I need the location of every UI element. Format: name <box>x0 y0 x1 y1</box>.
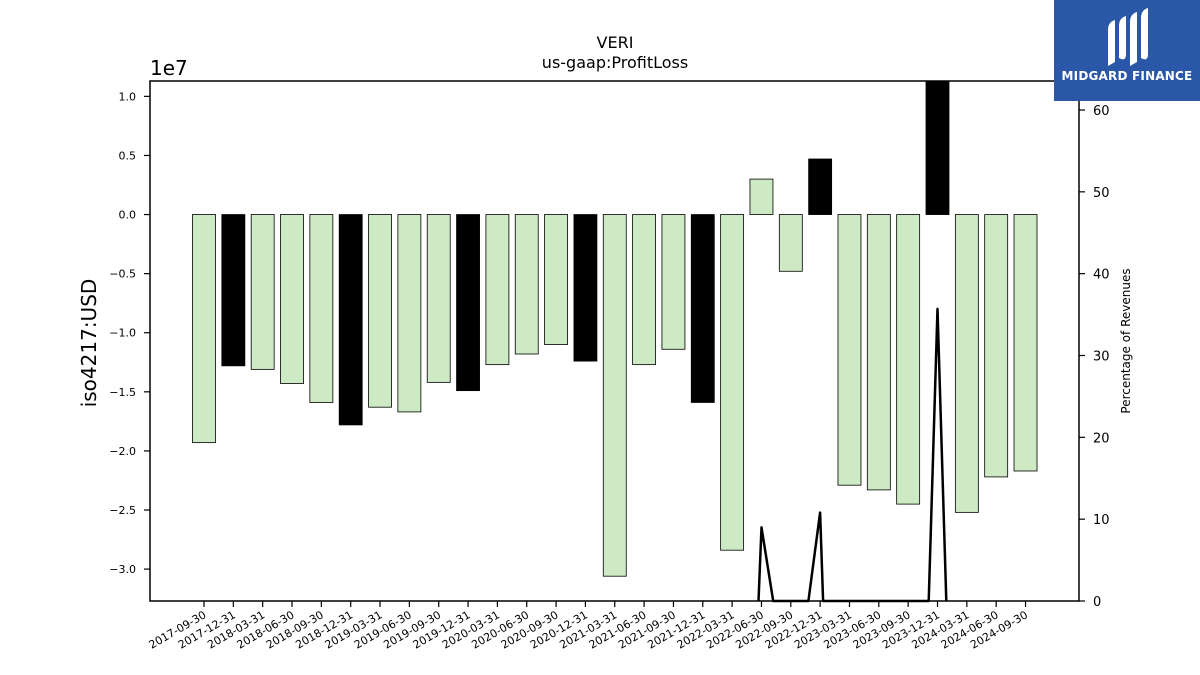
y-tick-label: −1.5 <box>109 386 136 399</box>
bar-2021-09-30 <box>661 214 686 350</box>
y-tick-label: −2.0 <box>109 445 136 458</box>
y2-tick-label: 60 <box>1093 104 1110 119</box>
bar-2019-03-31 <box>368 214 392 408</box>
bar-2024-06-30 <box>984 214 1009 478</box>
bar-2018-09-30 <box>309 214 334 403</box>
y2-ticks: 60 50 40 30 20 10 0 <box>1079 104 1110 610</box>
bar-2020-12-31 <box>573 214 598 362</box>
bar-2019-09-30 <box>426 214 451 383</box>
midgard-logo-icon <box>1108 8 1148 66</box>
pct-line-group <box>757 307 948 603</box>
y-tick-label: −0.5 <box>109 268 136 281</box>
bar-2017-09-30 <box>192 214 216 444</box>
bars-group <box>192 80 1038 577</box>
bar-2018-03-31 <box>250 214 275 370</box>
midgard-finance-logo: MIDGARD FINANCE <box>1054 0 1200 101</box>
y-tick-label: −2.5 <box>109 504 136 517</box>
y-tick-label: −1.0 <box>109 327 136 340</box>
bar-2020-03-31 <box>485 214 510 366</box>
y-ticks: 1.0 0.5 0.0 −0.5 −1.0 −1.5 −2.0 −2.5 −3.0 <box>109 90 150 576</box>
bar-2023-12-31 <box>925 80 950 215</box>
y-tick-label: −3.0 <box>109 563 136 576</box>
y2-tick-label: 40 <box>1093 268 1110 283</box>
y2-axis-label: Percentage of Revenues <box>1119 268 1133 413</box>
y-tick-label: 0.0 <box>119 209 137 222</box>
bar-2022-12-31 <box>808 158 833 215</box>
y-axis-label: iso4217:USD <box>77 279 101 408</box>
y2-tick-label: 30 <box>1093 350 1110 365</box>
bar-2024-03-31 <box>954 214 979 513</box>
bar-2021-03-31 <box>602 214 627 577</box>
x-ticks: 2017-09-302017-12-312018-03-312018-06-30… <box>147 601 1030 652</box>
bar-2023-09-30 <box>896 214 921 505</box>
chart-subtitle: us-gaap:ProfitLoss <box>542 53 688 72</box>
bar-2021-06-30 <box>632 214 656 366</box>
logo-text: MIDGARD FINANCE <box>1061 69 1193 83</box>
bar-2021-12-31 <box>690 214 715 403</box>
y-multiplier-label: 1e7 <box>150 56 188 80</box>
bar-2020-09-30 <box>544 214 568 345</box>
chart-title: VERI <box>597 33 634 52</box>
bar-2022-03-31 <box>720 214 745 551</box>
bar-2022-09-30 <box>778 214 803 272</box>
bar-2019-06-30 <box>397 214 422 413</box>
y2-tick-label: 50 <box>1093 186 1110 201</box>
pct-line <box>757 307 948 603</box>
bar-2017-12-31 <box>221 214 246 367</box>
bar-2018-12-31 <box>338 214 363 426</box>
y2-tick-label: 10 <box>1093 513 1110 528</box>
bar-2023-03-31 <box>837 214 862 486</box>
y-tick-label: 1.0 <box>119 90 137 103</box>
bar-2024-09-30 <box>1013 214 1038 472</box>
y2-tick-label: 20 <box>1093 431 1110 446</box>
bar-2019-12-31 <box>456 214 480 392</box>
bar-2022-06-30 <box>749 178 774 215</box>
bar-2018-06-30 <box>280 214 304 384</box>
bar-2020-06-30 <box>514 214 539 355</box>
bar-2023-06-30 <box>866 214 891 491</box>
y2-tick-label: 0 <box>1093 595 1101 610</box>
y-tick-label: 0.5 <box>119 149 137 162</box>
